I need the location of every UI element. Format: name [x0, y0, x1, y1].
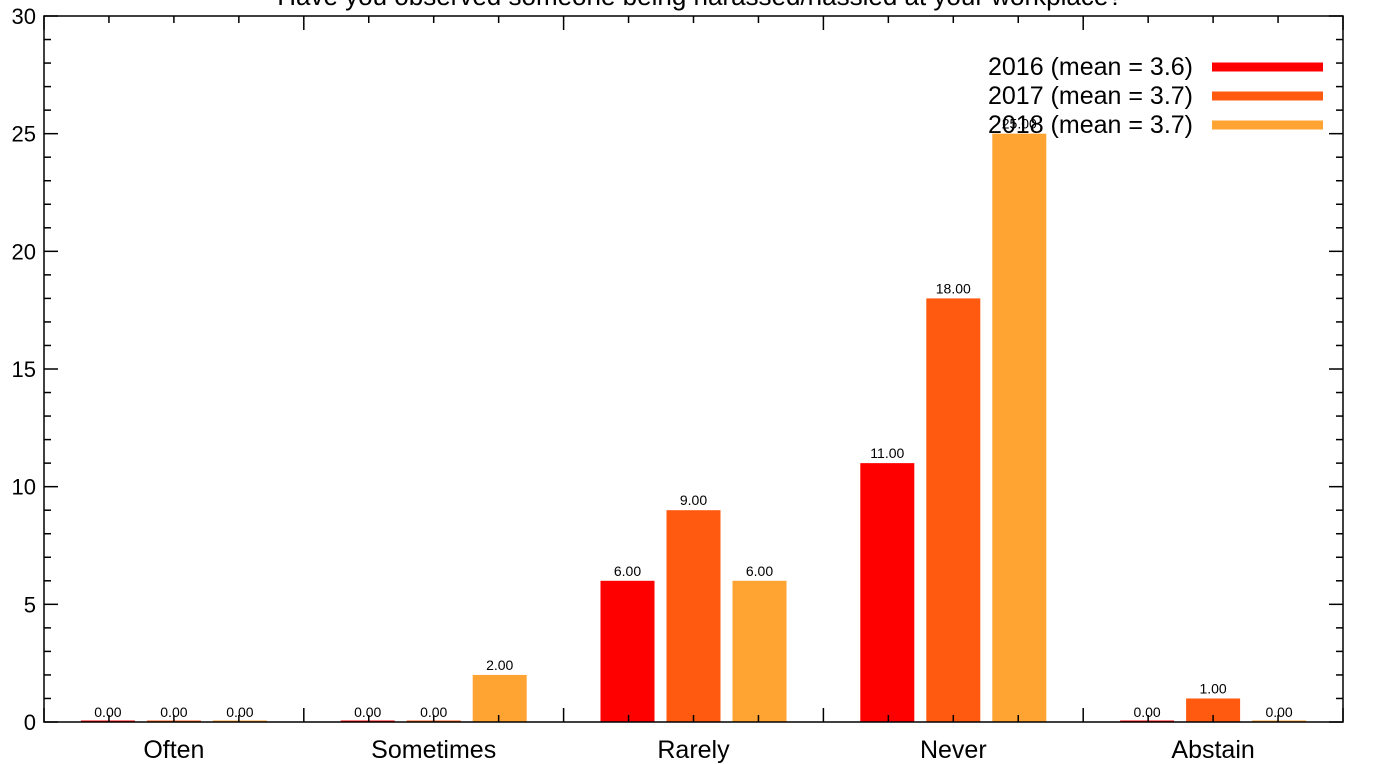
x-tick-label: Rarely [657, 736, 730, 764]
x-tick-label: Abstain [1171, 736, 1254, 764]
value-label: 0.00 [354, 704, 381, 720]
x-tick-label: Often [143, 736, 204, 764]
value-label: 6.00 [746, 563, 773, 579]
bar [666, 510, 721, 722]
y-tick-label: 20 [12, 239, 36, 264]
legend-label: 2018 (mean = 3.7) [988, 111, 1193, 139]
chart-title: Have you observed someone being harassed… [277, 0, 1123, 11]
x-tick-label: Never [920, 736, 987, 764]
value-label: 18.00 [936, 280, 971, 296]
value-label: 0.00 [420, 704, 447, 720]
bar [472, 674, 527, 722]
value-label: 0.00 [94, 704, 121, 720]
y-tick-label: 30 [12, 4, 36, 29]
value-label: 1.00 [1199, 680, 1226, 696]
legend-label: 2016 (mean = 3.6) [988, 53, 1193, 81]
bar [1186, 698, 1241, 722]
value-label: 0.00 [160, 704, 187, 720]
axes-group: 0 5 10 15 20 25 30 Often Sometimes Rarely Never Abs… [12, 4, 1344, 764]
value-label: 0.00 [1133, 704, 1160, 720]
y-tick-label: 10 [12, 475, 36, 500]
value-label: 0.00 [1265, 704, 1292, 720]
y-tick-label: 25 [12, 122, 36, 147]
value-label: 2.00 [486, 657, 513, 673]
x-tick-label: Sometimes [371, 736, 496, 764]
value-label: 6.00 [614, 563, 641, 579]
bar [992, 133, 1047, 722]
y-tick-label: 5 [24, 592, 36, 617]
y-tick-label: 15 [12, 357, 36, 382]
legend-label: 2017 (mean = 3.7) [988, 82, 1193, 110]
y-tick-label: 0 [24, 710, 36, 735]
bar [732, 580, 787, 722]
bar [860, 463, 915, 722]
bars-group [80, 133, 1307, 722]
value-label: 9.00 [680, 492, 707, 508]
value-label: 11.00 [870, 445, 904, 461]
value-label: 25.00 [1002, 116, 1037, 132]
bar [600, 580, 655, 722]
value-labels-group: 0.00 0.00 6.00 11.00 0.00 0.00 0.00 9.00 18.00 1.… [94, 116, 1293, 720]
bar [926, 298, 981, 722]
value-label: 0.00 [226, 704, 253, 720]
legend: 2016 (mean = 3.6)2017 (mean = 3.7)2018 (… [988, 53, 1323, 139]
